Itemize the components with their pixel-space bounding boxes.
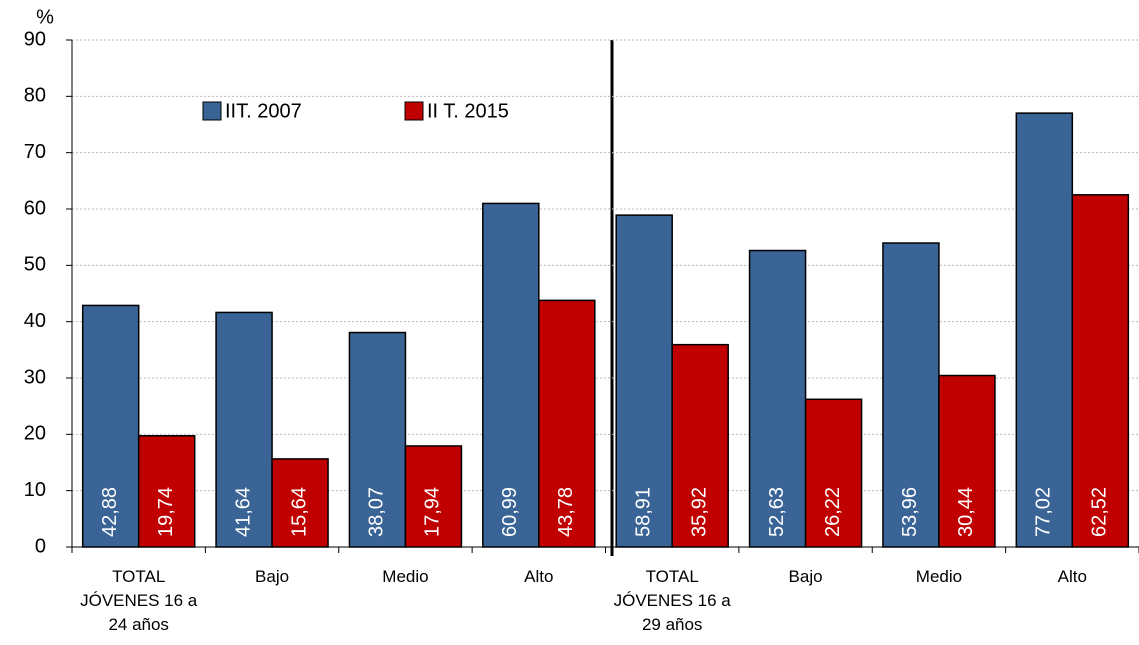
bar xyxy=(538,299,596,548)
value-label: 53,96 xyxy=(899,487,921,537)
bar xyxy=(348,331,407,548)
value-label: 58,91 xyxy=(632,487,654,537)
x-tick-label: Bajo xyxy=(788,567,823,586)
bar xyxy=(137,435,196,548)
bar xyxy=(938,374,996,548)
value-label: 35,92 xyxy=(688,487,710,537)
value-label: 15,64 xyxy=(288,487,310,537)
bar xyxy=(81,304,140,548)
value-label: 38,07 xyxy=(366,487,388,537)
x-tick-label: Medio xyxy=(382,567,429,586)
x-tick-label: Medio xyxy=(915,567,963,586)
x-tick-label: TOTAL JÓVENES 16 a 24 años xyxy=(80,567,198,634)
bar xyxy=(1071,194,1130,548)
value-label: 60,99 xyxy=(499,487,521,537)
value-label: 17,94 xyxy=(422,487,444,537)
legend-swatch xyxy=(202,101,222,121)
value-label: 41,64 xyxy=(232,487,254,537)
y-tick-label: 90 xyxy=(24,28,46,50)
value-label: 42,88 xyxy=(99,487,121,537)
y-tick-label: 0 xyxy=(35,535,46,557)
y-tick-label: 50 xyxy=(24,254,46,276)
value-label: 26,22 xyxy=(822,487,844,537)
bar xyxy=(215,311,273,548)
y-tick-label: 40 xyxy=(24,310,46,332)
value-label: 19,74 xyxy=(155,487,177,537)
y-tick-label: 10 xyxy=(24,479,46,501)
value-label: 30,44 xyxy=(955,487,977,537)
x-tick-label: Alto xyxy=(524,567,554,586)
value-label: 43,78 xyxy=(555,487,577,537)
value-label: 52,63 xyxy=(766,487,788,537)
bar xyxy=(271,458,329,548)
y-tick-label: 30 xyxy=(24,366,46,388)
legend-label: IIT. 2007 xyxy=(225,100,302,122)
bar xyxy=(804,398,863,548)
legend-swatch xyxy=(404,101,424,121)
bar xyxy=(671,343,729,548)
y-tick-label: 60 xyxy=(24,197,46,219)
x-tick-label: Bajo xyxy=(255,567,290,586)
y-axis-label: % xyxy=(36,6,54,28)
y-tick-label: 80 xyxy=(24,85,46,107)
x-tick-label: Alto xyxy=(1057,567,1087,586)
value-label: 77,02 xyxy=(1033,487,1055,537)
bar xyxy=(404,445,463,548)
y-tick-label: 20 xyxy=(24,423,46,445)
y-tick-label: 70 xyxy=(24,141,46,163)
bar xyxy=(882,242,940,548)
bar xyxy=(1015,112,1074,548)
value-label: 62,52 xyxy=(1089,487,1111,537)
bar xyxy=(482,202,540,548)
x-tick-label: TOTAL JÓVENES 16 a 29 años xyxy=(613,567,731,634)
legend-label: II T. 2015 xyxy=(427,100,509,122)
